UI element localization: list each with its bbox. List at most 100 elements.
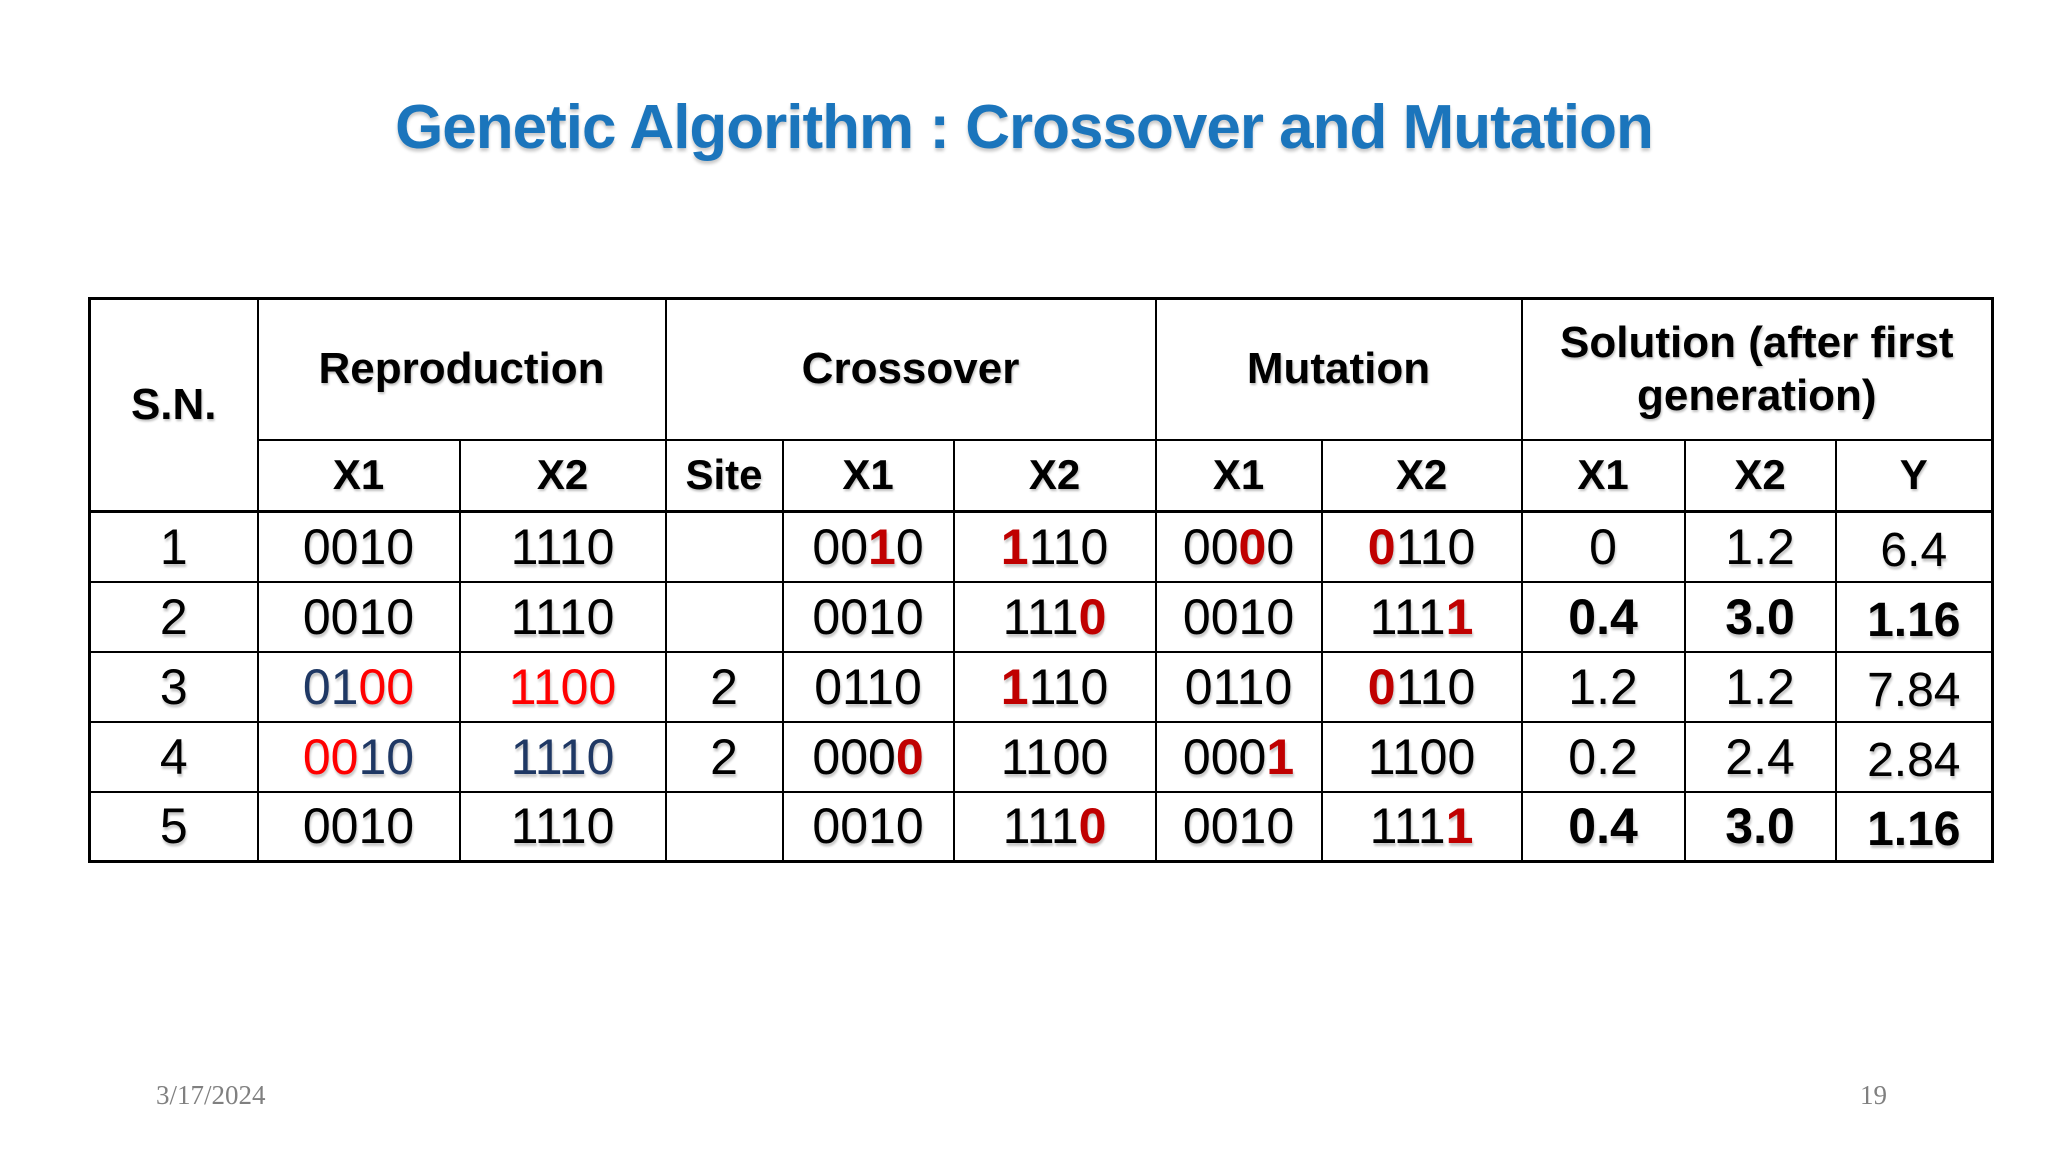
table-cell: 0010 bbox=[1154, 580, 1323, 653]
table-cell: 0000 bbox=[1154, 510, 1323, 583]
table-row: 4 0010 1110 2 0000 1100 0001 1100 0.2 2.4 2.84 bbox=[88, 720, 1994, 793]
table-cell: 0001 bbox=[1154, 720, 1323, 793]
digit-segment: 1 bbox=[1445, 588, 1474, 645]
digit-segment: 0 bbox=[1367, 658, 1396, 715]
table-cell: 0.4 bbox=[1520, 580, 1686, 653]
sub-header: X2 bbox=[1320, 438, 1523, 513]
sub-header: X2 bbox=[458, 438, 667, 513]
digit-segment: 1100 bbox=[508, 658, 617, 715]
table-cell bbox=[664, 510, 784, 583]
digit-segment: 0010 bbox=[1182, 588, 1295, 645]
group-header: Solution (after first generation) bbox=[1520, 297, 1994, 441]
digit-segment: 1.2 bbox=[1568, 658, 1638, 715]
digit-segment: 111 bbox=[1369, 798, 1446, 855]
table-cell: 1.2 bbox=[1520, 650, 1686, 723]
digit-segment: 0.4 bbox=[1568, 588, 1638, 645]
digit-segment: 00 bbox=[358, 658, 415, 715]
sub-header: X1 bbox=[781, 438, 955, 513]
digit-segment: 111 bbox=[1002, 798, 1079, 855]
sub-header: X1 bbox=[1520, 438, 1686, 513]
digit-segment: 3.0 bbox=[1725, 588, 1795, 645]
footer-date: 3/17/2024 bbox=[156, 1080, 266, 1110]
digit-segment: 0 bbox=[1078, 798, 1107, 855]
table-cell: 1.16 bbox=[1834, 580, 1994, 653]
cell-sn: 1 bbox=[88, 510, 259, 583]
digit-segment: 2.84 bbox=[1867, 733, 1961, 787]
digit-segment: 111 bbox=[1002, 588, 1079, 645]
digit-segment: 0010 bbox=[812, 798, 924, 855]
digit-segment: 0.2 bbox=[1568, 728, 1638, 785]
table-cell: 0010 bbox=[256, 720, 461, 793]
digit-segment: 1 bbox=[1445, 798, 1474, 855]
group-header: Mutation bbox=[1154, 297, 1523, 441]
sub-header: X1 bbox=[1154, 438, 1323, 513]
table-cell: 1110 bbox=[952, 650, 1157, 723]
table-cell: 3.0 bbox=[1683, 790, 1837, 863]
table-cell: 0010 bbox=[256, 580, 461, 653]
table-cell: 1110 bbox=[952, 510, 1157, 583]
digit-segment: 0010 bbox=[302, 518, 415, 575]
digit-segment: 0010 bbox=[302, 588, 415, 645]
column-header-sn: S.N. bbox=[88, 297, 259, 513]
table-cell: 1.16 bbox=[1834, 790, 1994, 863]
table-row: 2 0010 1110 0010 1110 0010 1111 0.4 3.0 1.16 bbox=[88, 580, 1994, 653]
table-cell: 1110 bbox=[458, 510, 667, 583]
digit-segment: 110 bbox=[1395, 658, 1476, 715]
digit-segment: 1.16 bbox=[1867, 803, 1961, 857]
digit-segment: 111 bbox=[1369, 588, 1446, 645]
footer-page-number: 19 bbox=[1860, 1080, 1887, 1110]
table-cell: 1111 bbox=[1320, 790, 1523, 863]
digit-segment: 1110 bbox=[510, 728, 615, 785]
digit-segment: 10 bbox=[358, 728, 415, 785]
group-header: Crossover bbox=[664, 297, 1157, 441]
table-cell: 2.84 bbox=[1834, 720, 1994, 793]
table-cell bbox=[664, 580, 784, 653]
table-row: 5 0010 1110 0010 1110 0010 1111 0.4 3.0 1.16 bbox=[88, 790, 1994, 863]
sub-header: Y bbox=[1834, 438, 1994, 513]
table-cell: 1110 bbox=[952, 580, 1157, 653]
digit-segment: 1110 bbox=[510, 518, 615, 575]
table-cell: 0110 bbox=[1320, 650, 1523, 723]
digit-segment: 7.84 bbox=[1867, 663, 1961, 717]
digit-segment: 110 bbox=[1028, 518, 1109, 575]
digit-segment: 00 bbox=[812, 518, 869, 575]
digit-segment: 000 bbox=[812, 728, 896, 785]
digit-segment: 2 bbox=[710, 728, 738, 785]
cell-sn: 5 bbox=[88, 790, 259, 863]
digit-segment: 0 bbox=[895, 518, 924, 575]
table-cell: 1100 bbox=[952, 720, 1157, 793]
sub-header: Site bbox=[664, 438, 784, 513]
digit-segment: 0 bbox=[1266, 518, 1295, 575]
table-cell: 2.4 bbox=[1683, 720, 1837, 793]
table-cell: 0010 bbox=[781, 580, 955, 653]
table-cell: 0000 bbox=[781, 720, 955, 793]
table-cell: 1100 bbox=[458, 650, 667, 723]
digit-segment: 1100 bbox=[1367, 728, 1476, 785]
digit-segment: 0110 bbox=[814, 658, 922, 715]
table-cell: 0100 bbox=[256, 650, 461, 723]
table-cell: 1110 bbox=[458, 720, 667, 793]
table-row: 3 0100 1100 2 0110 1110 0110 0110 1.2 1.2 7.84 bbox=[88, 650, 1994, 723]
ga-table: S.N. Reproduction Crossover Mutation Solutio… bbox=[88, 297, 1995, 863]
digit-segment: 00 bbox=[1182, 518, 1239, 575]
digit-segment: 110 bbox=[1395, 518, 1476, 575]
cell-sn: 3 bbox=[88, 650, 259, 723]
digit-segment: 0 bbox=[895, 728, 924, 785]
digit-segment: 2.4 bbox=[1725, 728, 1795, 785]
table-cell: 7.84 bbox=[1834, 650, 1994, 723]
cell-sn: 4 bbox=[88, 720, 259, 793]
table-cell: 1110 bbox=[952, 790, 1157, 863]
table-cell: 2 bbox=[664, 720, 784, 793]
table-cell: 0010 bbox=[781, 790, 955, 863]
digit-segment: 0110 bbox=[1184, 658, 1293, 715]
table-cell: 0010 bbox=[1154, 790, 1323, 863]
table-cell: 1100 bbox=[1320, 720, 1523, 793]
digit-segment: 1 bbox=[1000, 658, 1029, 715]
sub-header: X2 bbox=[952, 438, 1157, 513]
table-cell: 1110 bbox=[458, 580, 667, 653]
digit-segment: 0 bbox=[1367, 518, 1396, 575]
digit-segment: 3.0 bbox=[1725, 798, 1795, 855]
digit-segment: 1100 bbox=[1000, 728, 1109, 785]
table-cell: 6.4 bbox=[1834, 510, 1994, 583]
